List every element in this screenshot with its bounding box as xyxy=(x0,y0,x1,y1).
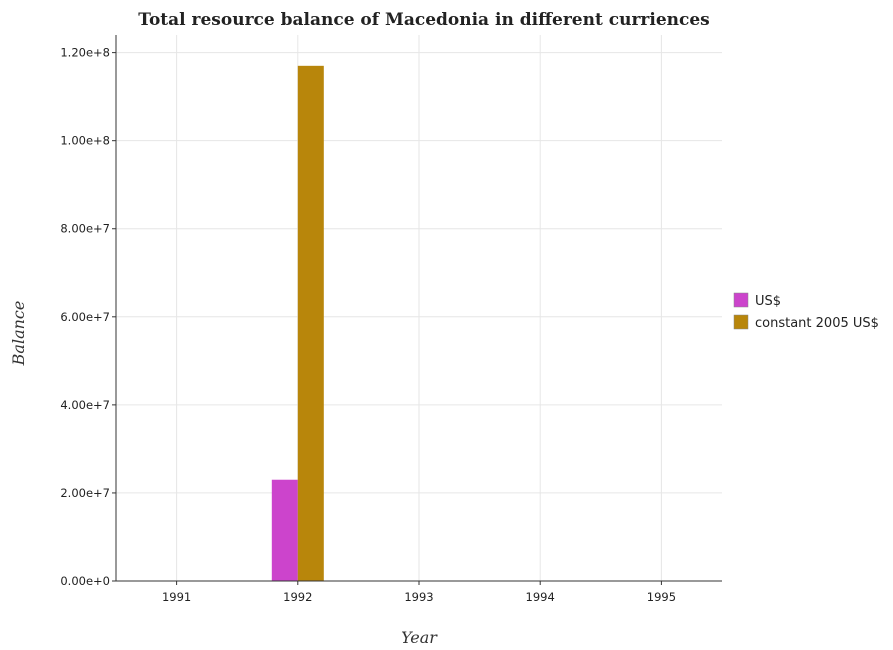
y-tick-label: 6.00e+7 xyxy=(60,310,110,324)
legend-label-constant-2005-usd: constant 2005 US$ xyxy=(755,316,879,331)
y-tick-label: 1.20e+8 xyxy=(60,46,110,60)
x-tick-labels: 1991 1992 1993 1994 1995 xyxy=(162,581,676,604)
legend-label-usd: US$ xyxy=(755,294,781,309)
x-axis-label: Year xyxy=(401,628,438,647)
legend-swatch-usd xyxy=(734,293,748,307)
x-tick-label-1995: 1995 xyxy=(647,590,676,604)
x-tick-label-1994: 1994 xyxy=(526,590,555,604)
bars xyxy=(272,66,324,581)
x-tick-label-1991: 1991 xyxy=(162,590,191,604)
y-tick-label: 1.00e+8 xyxy=(60,134,110,148)
bar-usd-1992 xyxy=(272,480,298,581)
y-tick-label: 4.00e+7 xyxy=(60,398,110,412)
y-tick-label: 0.00e+0 xyxy=(60,574,110,588)
y-tick-labels: 0.00e+0 2.00e+7 4.00e+7 6.00e+7 8.00e+7 1.00e… xyxy=(60,46,116,588)
chart-title: Total resource balance of Macedonia in d… xyxy=(138,10,709,30)
y-tick-label: 8.00e+7 xyxy=(60,222,110,236)
x-tick-label-1993: 1993 xyxy=(404,590,433,604)
grid-lines xyxy=(116,35,722,581)
legend: US$ constant 2005 US$ xyxy=(734,293,879,331)
legend-swatch-constant-2005-usd xyxy=(734,315,748,329)
y-tick-label: 2.00e+7 xyxy=(60,486,110,500)
x-tick-label-1992: 1992 xyxy=(283,590,312,604)
y-axis-label: Balance xyxy=(9,301,28,367)
bar-constant-2005-usd-1992 xyxy=(298,66,324,581)
